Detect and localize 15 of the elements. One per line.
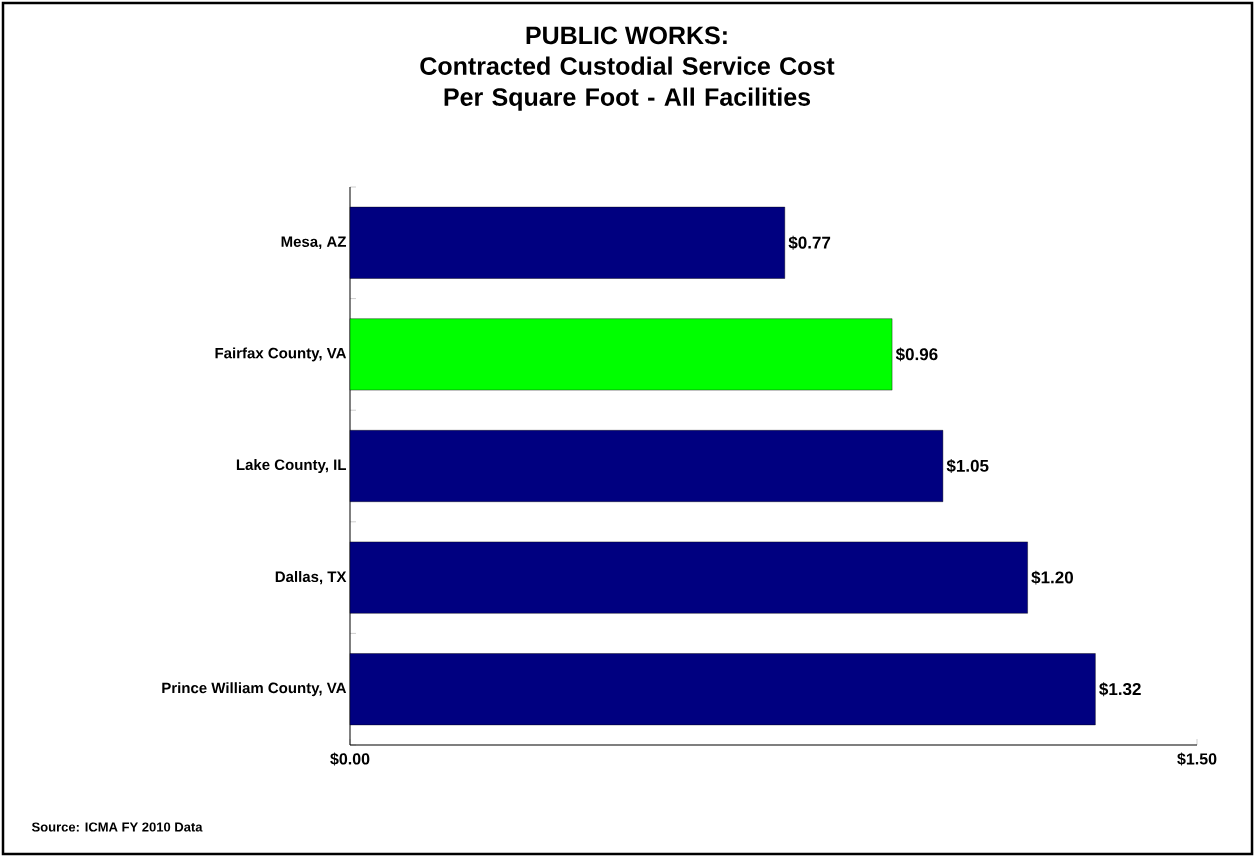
y-tick-label: Mesa, AZ [281, 236, 347, 250]
y-tick-label: Dallas, TX [275, 571, 347, 585]
y-tick-label: Fairfax County, VA [215, 347, 347, 362]
data-label: $1.32 [1099, 682, 1141, 697]
data-label: $1.20 [1031, 570, 1073, 585]
chart-subtitle: Contracted Custodial Service Cost Per Square Foot - All Facilities [420, 56, 835, 111]
data-label: $1.05 [946, 459, 989, 473]
data-label: $0.96 [895, 347, 938, 362]
source-note: Source: ICMA FY 2010 Data [31, 822, 203, 832]
y-tick-label: Lake County, IL [236, 459, 347, 473]
chart-title: PUBLIC WORKS: [526, 26, 727, 45]
x-tick-label: $0.00 [330, 752, 370, 766]
y-tick-label: Prince William County, VA [162, 682, 347, 697]
x-tick-label: $1.50 [1177, 752, 1217, 766]
data-label: $0.77 [788, 235, 831, 250]
